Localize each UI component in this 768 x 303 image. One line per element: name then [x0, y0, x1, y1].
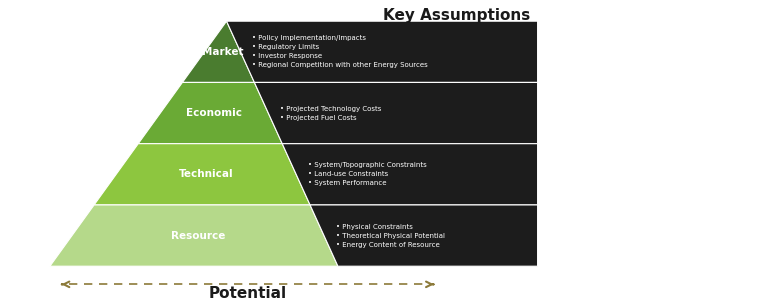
Polygon shape	[50, 205, 338, 266]
Polygon shape	[94, 144, 310, 205]
Polygon shape	[138, 82, 283, 144]
Polygon shape	[254, 82, 538, 144]
Text: Potential: Potential	[209, 286, 286, 301]
Text: Key Assumptions: Key Assumptions	[383, 8, 531, 22]
Polygon shape	[310, 205, 538, 266]
Polygon shape	[182, 21, 254, 82]
Text: Market: Market	[202, 47, 243, 57]
Text: • Physical Constraints
• Theoretical Physical Potential
• Energy Content of Reso: • Physical Constraints • Theoretical Phy…	[336, 224, 445, 248]
Text: • System/Topographic Constraints
• Land-use Constraints
• System Performance: • System/Topographic Constraints • Land-…	[308, 162, 426, 186]
Polygon shape	[283, 144, 538, 205]
Polygon shape	[227, 21, 538, 82]
Text: Resource: Resource	[170, 231, 225, 241]
Text: Technical: Technical	[179, 169, 233, 179]
Text: Economic: Economic	[187, 108, 243, 118]
Text: • Projected Technology Costs
• Projected Fuel Costs: • Projected Technology Costs • Projected…	[280, 105, 381, 121]
Text: • Policy Implementation/Impacts
• Regulatory Limits
• Investor Response
• Region: • Policy Implementation/Impacts • Regula…	[252, 35, 428, 68]
